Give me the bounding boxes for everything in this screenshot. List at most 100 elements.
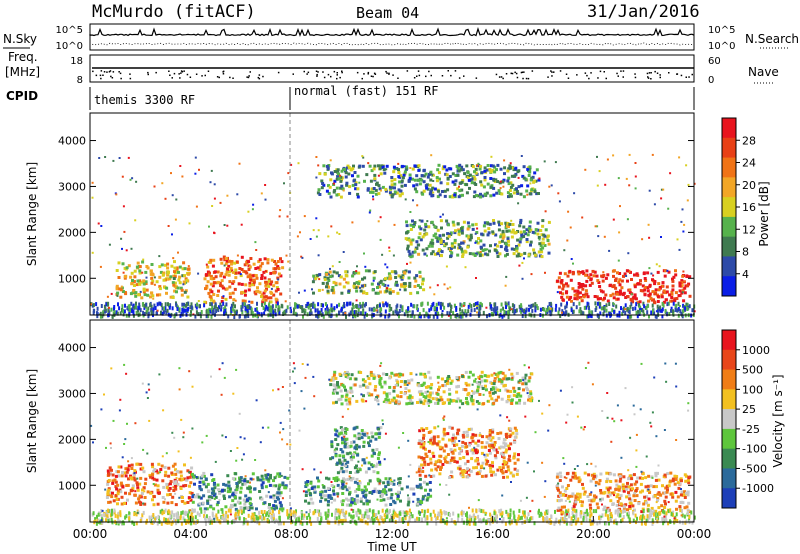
data-cell [674,478,678,481]
data-cell [362,494,366,498]
data-cell [465,191,469,195]
data-cell [530,303,533,308]
data-cell [152,297,155,300]
data-cell [465,430,469,434]
data-cell [195,310,198,315]
data-cell [458,234,461,237]
data-cell [294,305,297,310]
data-cell [645,495,649,499]
data-cell [674,499,678,503]
data-cell [453,195,457,199]
data-cell [513,389,517,393]
data-cell [418,429,422,433]
nsky-label: N.Sky [3,32,37,46]
data-cell [602,273,606,277]
data-cell [330,445,334,449]
data-cell [264,198,267,201]
data-cell [271,304,274,309]
data-cell [242,269,246,273]
data-cell [439,305,442,310]
data-cell [236,193,239,196]
data-cell [421,282,424,286]
nave-dot [373,72,376,75]
nave-dot [647,77,650,79]
data-cell [606,494,610,498]
data-cell [372,373,376,377]
data-cell [505,249,509,252]
data-cell [465,450,469,454]
data-cell [411,487,415,491]
data-cell [436,375,440,379]
data-cell [357,445,361,449]
data-cell [149,295,152,299]
data-cell [677,306,680,311]
data-cell [133,284,136,287]
data-cell [376,304,379,309]
data-cell [418,232,422,236]
data-cell [506,179,510,183]
data-cell [266,306,269,311]
data-cell [606,273,610,277]
data-cell [581,284,585,288]
data-cell [375,181,379,185]
data-cell [119,288,123,292]
data-cell [632,295,636,299]
data-cell [439,215,442,218]
data-cell [638,305,641,308]
data-cell [628,291,632,295]
data-cell [457,384,460,388]
data-cell [636,301,640,305]
data-cell [205,314,208,319]
data-cell [581,482,584,486]
data-cell [449,448,453,452]
data-cell [357,280,361,284]
nave-dot [520,71,523,74]
data-cell [459,448,463,452]
data-cell [214,281,218,285]
data-cell [150,310,153,315]
colorbar-tick-label: 20 [742,179,756,192]
data-cell [634,306,637,311]
data-cell [532,303,535,308]
data-cell [274,308,277,313]
data-cell [263,311,266,316]
data-cell [518,401,521,405]
data-cell [390,176,394,179]
data-cell [209,260,213,264]
nave-dot [656,72,659,74]
data-cell [627,493,631,497]
data-cell [384,314,387,319]
data-cell [518,240,522,244]
data-cell [661,484,664,488]
data-cell [513,247,517,251]
data-cell [681,284,684,287]
data-cell [655,485,658,489]
data-cell [356,192,360,196]
data-cell [127,464,131,468]
colorbar-tick-label: 16 [742,201,756,214]
data-cell [351,183,355,187]
data-cell [183,477,187,481]
data-cell [351,498,355,502]
data-cell [505,377,509,381]
data-cell [407,379,411,383]
data-cell [256,301,258,306]
data-cell [155,311,158,316]
data-cell [198,304,201,309]
data-cell [520,155,523,157]
data-cell [648,267,651,270]
data-cell [496,244,500,248]
data-cell [331,265,334,268]
data-cell [361,458,365,462]
data-cell [401,274,405,278]
data-cell [346,460,350,464]
data-cell [354,377,358,381]
data-cell [489,244,492,248]
data-cell [339,397,343,401]
data-cell [355,500,359,504]
data-cell [494,233,498,237]
data-cell [558,271,562,275]
data-cell [272,314,275,319]
data-cell [383,382,387,386]
data-cell [489,177,493,180]
